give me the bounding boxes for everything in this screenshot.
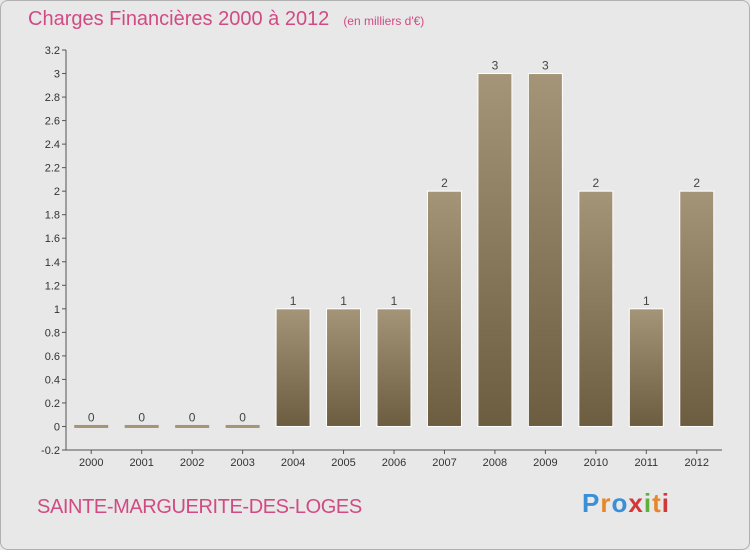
chart-bars: 0 0 0 0 1 1 1 2 3 3 2 1 2 (74, 59, 715, 428)
commune-name: SAINTE-MARGUERITE-DES-LOGES (37, 496, 362, 518)
x-tick-label-2011: 2011 (634, 457, 658, 469)
logo-letter: r (600, 488, 612, 518)
data-label-2009: 3 (542, 59, 549, 73)
proxiti-logo: Proxiti (582, 488, 670, 519)
data-label-2007: 2 (441, 176, 448, 190)
bar-2001 (124, 424, 159, 428)
bar-2005 (326, 308, 362, 427)
y-tick-label: 1 (54, 304, 60, 316)
data-label-2011: 1 (643, 294, 650, 308)
x-tick-label-2003: 2003 (230, 457, 254, 469)
data-label-2008: 3 (492, 59, 499, 73)
data-label-2001: 0 (138, 410, 145, 424)
x-tick-label-2008: 2008 (483, 457, 507, 469)
y-tick-label: 2.2 (45, 163, 60, 175)
y-tick-label: 0.4 (45, 374, 60, 386)
bar-2004 (275, 308, 311, 427)
bar-2012 (679, 190, 715, 427)
data-label-2003: 0 (239, 410, 246, 424)
y-tick-label: 2.8 (45, 92, 60, 104)
data-label-2000: 0 (88, 410, 95, 424)
x-tick-label-2007: 2007 (432, 457, 456, 469)
data-label-2010: 2 (593, 176, 600, 190)
bar-2007 (426, 190, 462, 427)
y-tick-label: -0.2 (41, 445, 60, 457)
x-tick-label-2006: 2006 (382, 457, 406, 469)
y-tick-label: 2.4 (45, 139, 60, 151)
y-tick-label: 2 (54, 186, 60, 198)
y-tick-label: 3.2 (45, 45, 60, 57)
bar-2009 (527, 73, 563, 427)
bar-2002 (175, 424, 210, 428)
y-tick-label: 2.6 (45, 116, 60, 128)
y-tick-label: 1.8 (45, 210, 60, 222)
bar-2010 (578, 190, 614, 427)
bar-2011 (628, 308, 664, 427)
x-tick-label-2001: 2001 (129, 457, 153, 469)
logo-letter: i (661, 488, 670, 518)
y-tick-label: 0.6 (45, 351, 60, 363)
x-tick-label-2010: 2010 (584, 457, 608, 469)
bar-2006 (376, 308, 412, 427)
logo-letter: x (628, 488, 644, 518)
y-tick-label: 1.4 (45, 257, 60, 269)
x-tick-label-2012: 2012 (685, 457, 709, 469)
data-label-2002: 0 (189, 410, 196, 424)
x-tick-label-2009: 2009 (533, 457, 557, 469)
chart-title-text: Charges Financières 2000 à 2012 (28, 8, 330, 30)
y-tick-label: 0 (54, 421, 60, 433)
bar-2000 (74, 424, 109, 428)
x-tick-label-2000: 2000 (79, 457, 103, 469)
logo-letter: o (611, 488, 629, 518)
data-label-2005: 1 (340, 294, 347, 308)
y-tick-label: 0.8 (45, 327, 60, 339)
chart-subtitle: (en milliers d'€) (343, 14, 425, 28)
bar-2003 (225, 424, 260, 428)
x-tick-label-2005: 2005 (331, 457, 355, 469)
logo-letter: i (643, 488, 653, 518)
chart-axes: 3.2 3 2.8 2.6 2.4 2.2 2 1.8 1.6 1.4 1.2 1 0.8 0.6 0.4 0… (41, 45, 722, 469)
y-tick-label: 0.2 (45, 398, 60, 410)
y-tick-label: 1.2 (45, 280, 60, 292)
logo-letter: t (652, 488, 662, 518)
bar-2008 (477, 73, 513, 427)
data-label-2006: 1 (391, 294, 398, 308)
x-tick-label-2004: 2004 (281, 457, 305, 469)
chart-title: Charges Financières 2000 à 2012 (en milli… (28, 8, 424, 31)
y-tick-label: 1.6 (45, 233, 60, 245)
y-tick-label: 3 (54, 69, 60, 81)
logo-letter: P (582, 488, 601, 518)
x-tick-label-2002: 2002 (180, 457, 204, 469)
data-label-2012: 2 (693, 176, 700, 190)
data-label-2004: 1 (290, 294, 297, 308)
